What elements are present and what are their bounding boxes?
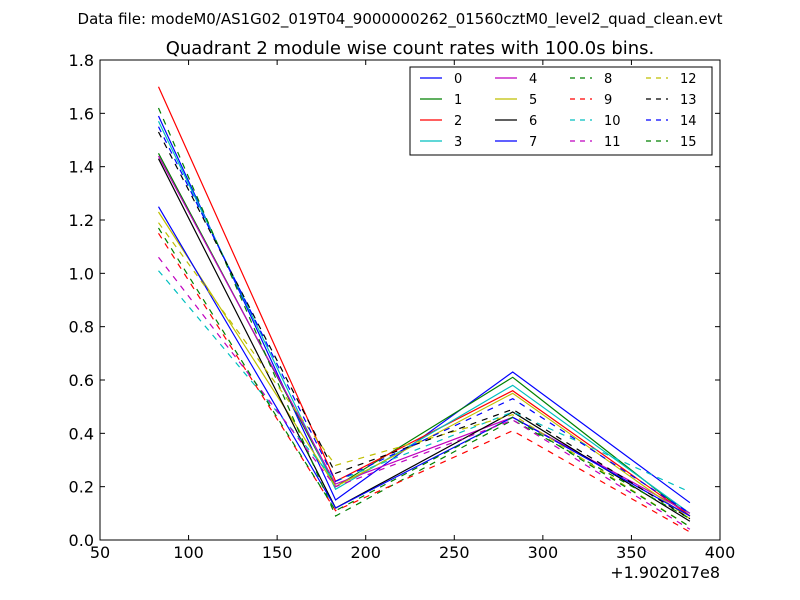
x-offset-label: +1.902017e8 — [610, 563, 720, 582]
series-line-13 — [157, 131, 691, 520]
plot-lines — [157, 86, 691, 533]
legend-label-15: 15 — [680, 135, 697, 150]
x-tick-label: 150 — [262, 543, 293, 562]
y-tick-label: 0.8 — [69, 318, 94, 337]
axes-frame — [99, 59, 721, 541]
legend-label-12: 12 — [680, 72, 697, 87]
series-line-14 — [157, 126, 691, 514]
legend-label-4: 4 — [529, 72, 537, 87]
y-tick-label: 1.8 — [69, 51, 94, 70]
series-line-11 — [158, 256, 691, 530]
series-line-2 — [157, 86, 691, 517]
x-tick-label: 250 — [439, 543, 470, 562]
series-line-9 — [157, 232, 691, 533]
legend-label-9: 9 — [604, 93, 612, 108]
legend-label-14: 14 — [680, 114, 697, 129]
series-line-6 — [157, 158, 691, 522]
y-tick-label: 0.0 — [69, 531, 94, 550]
x-tick-label: 300 — [528, 543, 559, 562]
y-tick-label: 1.4 — [69, 158, 94, 177]
y-tick-label: 0.6 — [69, 371, 94, 390]
y-tick-label: 1.0 — [69, 264, 94, 283]
series-line-3 — [157, 121, 691, 514]
legend-label-5: 5 — [529, 93, 537, 108]
series-line-7 — [157, 206, 691, 517]
legend-label-8: 8 — [604, 72, 612, 87]
legend-label-10: 10 — [604, 114, 621, 129]
series-line-0 — [157, 115, 691, 504]
chart-title: Quadrant 2 module wise count rates with … — [166, 38, 655, 59]
y-tick-label: 1.6 — [69, 104, 94, 123]
series-line-8 — [157, 107, 691, 520]
x-tick-label: 100 — [173, 543, 204, 562]
legend-label-1: 1 — [454, 93, 462, 108]
legend-label-11: 11 — [604, 135, 621, 150]
y-tick-label: 0.2 — [69, 478, 94, 497]
series-line-10 — [158, 270, 691, 493]
legend-label-3: 3 — [454, 135, 462, 150]
legend-label-13: 13 — [680, 93, 697, 108]
figure-suptitle: Data file: modeM0/AS1G02_019T04_90000002… — [78, 10, 723, 29]
series-line-15 — [157, 227, 691, 528]
series-line-4 — [157, 155, 691, 514]
x-tick-label: 50 — [90, 543, 110, 562]
y-tick-label: 1.2 — [69, 211, 94, 230]
legend-label-7: 7 — [529, 135, 537, 150]
legend-label-0: 0 — [454, 72, 462, 87]
x-tick-label: 350 — [616, 543, 647, 562]
axis-ticks: 50 100 150 200 250 300 350 4000.00.20.40.60.81.… — [69, 51, 736, 562]
series-line-12 — [158, 222, 691, 528]
x-tick-label: 400 — [705, 543, 736, 562]
y-tick-label: 0.4 — [69, 424, 94, 443]
x-tick-label: 200 — [350, 543, 381, 562]
legend-label-6: 6 — [529, 114, 537, 129]
legend-box — [409, 66, 713, 156]
legend-label-2: 2 — [454, 114, 462, 129]
